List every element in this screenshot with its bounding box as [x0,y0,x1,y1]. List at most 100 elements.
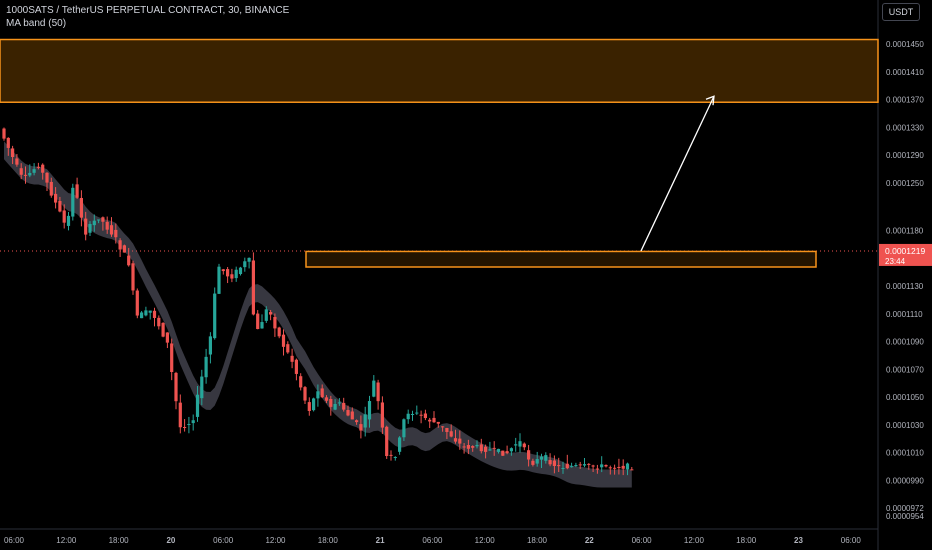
candle-body [118,240,122,250]
candle-body [604,464,608,467]
candle-body [269,312,273,315]
candle-body [11,148,15,158]
time-tick: 21 [376,536,385,545]
candle-body [565,463,569,469]
price-tick: 0.0000972 [886,504,924,513]
price-tick: 0.0001110 [886,310,923,319]
candle-body [303,387,307,401]
candle-body [191,420,195,424]
candle-body [230,274,234,279]
candle-body [574,465,578,467]
candle-body [539,456,544,460]
time-tick: 18:00 [527,536,548,545]
price-axis[interactable]: 0.0001450 0.0001410 0.0001370 0.0001330 0.00… [886,40,924,521]
candle-body [161,322,165,337]
candle-body [600,464,604,468]
candle-body [109,225,114,235]
candle-body [625,463,630,470]
candle-body [101,217,105,222]
time-tick: 06:00 [632,536,653,545]
candle-body [342,402,346,410]
price-tick: 0.0001070 [886,365,924,374]
candle-body [329,399,333,407]
candle-body [79,197,83,218]
price-tick: 0.0001030 [886,421,924,430]
candle-body [148,310,152,313]
current-price-value: 0.0001219 [885,246,925,256]
candle-body [436,421,440,424]
candle-body [367,401,372,420]
time-tick: 06:00 [4,536,25,545]
candle-body [376,382,380,402]
candle-body [140,312,144,319]
candle-body [402,419,406,438]
candle-body [54,193,58,203]
candle-body [462,446,466,448]
time-tick: 22 [585,536,594,545]
candle-body [423,413,427,419]
candle-body [578,464,582,466]
time-axis[interactable]: 06:00 12:00 18:00 20 06:00 12:00 18:00 21 06:00 1… [4,536,861,545]
candle-body [226,269,230,277]
support-zone [305,250,817,268]
candle-body [471,446,475,448]
candle-body [587,463,591,465]
candle-body [389,454,393,456]
candle-body [84,218,88,235]
candle-body [66,215,71,226]
candle-body [213,293,217,339]
candle-body [535,459,539,464]
candle-body [509,448,513,452]
candle-body [441,426,445,428]
candle-body [557,465,561,467]
candle-body [355,420,359,423]
candle-body [445,428,449,432]
price-tick: 0.0001250 [886,179,924,188]
candle-body [561,467,565,469]
candle-body [324,397,329,401]
candle-body [552,460,556,466]
time-tick: 06:00 [841,536,862,545]
candle-body [243,261,247,268]
symbol-title[interactable]: 1000SATS / TetherUS PERPETUAL CONTRACT, … [6,5,290,16]
candle-body [380,402,384,428]
candle-body [466,445,470,449]
candle-body [475,444,479,447]
candle-body [316,391,320,399]
candle-body [183,427,187,429]
price-tick: 0.0001010 [886,449,924,458]
candle-body [152,310,157,318]
candle-body [372,380,376,397]
candle-body [527,450,531,460]
candle-body [428,419,432,422]
candle-body [273,316,277,329]
candle-body [221,269,225,272]
candle-body [62,210,66,223]
candle-body [234,269,238,279]
candle-body [256,313,260,330]
price-tick: 0.0001450 [886,40,924,49]
price-tick: 0.0001180 [886,227,924,236]
time-tick: 12:00 [265,536,286,545]
time-tick: 18:00 [109,536,130,545]
currency-button[interactable]: USDT [882,3,920,21]
candle-body [15,158,19,165]
time-tick: 18:00 [318,536,339,545]
candle-body [281,334,286,347]
target-resistance-zone [0,38,879,103]
candle-body [406,413,410,420]
candle-body [277,327,281,337]
candle-body [484,446,488,452]
candle-body [6,137,10,148]
candle-body [393,456,397,458]
indicator-legend[interactable]: MA band (50) [6,18,67,29]
candle-body [251,260,255,315]
price-tick: 0.0001130 [886,282,924,291]
candle-body [346,410,350,416]
candle-body [333,403,337,410]
candle-body [49,181,53,196]
candle-body [195,394,200,417]
candle-body [312,398,316,411]
candle-body [505,451,509,454]
